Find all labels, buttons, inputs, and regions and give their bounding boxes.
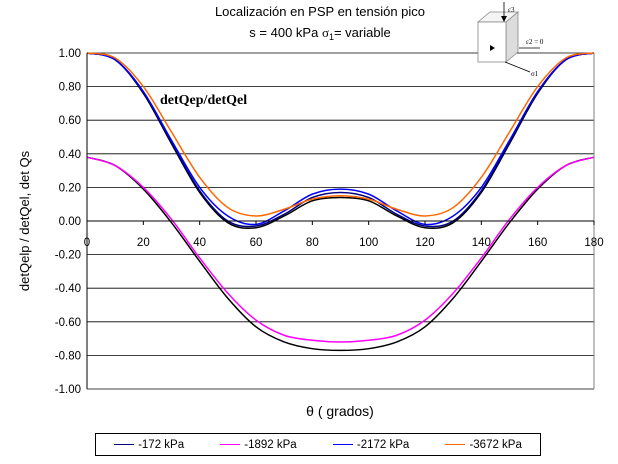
- sigma1-arrowhead: [490, 45, 495, 51]
- x-tick-label: 140: [472, 237, 491, 249]
- legend-label: -172 kPa: [138, 438, 185, 451]
- legend-item: -172 kPa: [114, 439, 184, 451]
- legend-swatch: [332, 444, 353, 445]
- chart-legend: -172 kPa -1892 kPa -2172 kPa -3672 kPa: [95, 433, 541, 456]
- x-tick-label: 20: [137, 237, 150, 249]
- y-tick-label: 0.00: [59, 216, 81, 228]
- x-tick-label: 40: [193, 237, 206, 249]
- y-tick-label: -0.20: [55, 250, 81, 262]
- x-tick-label: 100: [359, 237, 378, 249]
- y-tick-label: -0.40: [55, 283, 81, 295]
- x-tick-label: 160: [528, 237, 547, 249]
- y-tick-label: 0.40: [59, 149, 81, 161]
- y-tick-label: -1.00: [55, 384, 81, 396]
- epsilon3-arrowhead: [501, 16, 507, 22]
- y-tick-label: 0.80: [59, 82, 81, 94]
- y-axis-label: detQelp / detQel, det Qs: [17, 150, 32, 291]
- title-sub: 1: [329, 32, 334, 42]
- legend-label: -3672 kPa: [469, 438, 522, 451]
- epsilon2-label: ε2 = 0: [526, 38, 544, 46]
- stress-cube-diagram: ε3 ε2 = 0 σ1: [476, 2, 544, 78]
- series-line-172-kPa-kpa: [86, 52, 595, 228]
- legend-label: -2172 kPa: [356, 438, 410, 451]
- legend-item: -3672 kPa: [445, 438, 522, 451]
- title-prefix: s = 400 kPa: [249, 25, 322, 40]
- x-tick-label: 0: [84, 237, 90, 249]
- series-line-1892-kPa-kpa: [86, 156, 595, 343]
- legend-swatch: [114, 444, 135, 445]
- x-tick-label: 180: [584, 237, 603, 249]
- series-layer: [86, 52, 595, 352]
- x-axis-label: θ ( grados): [306, 403, 374, 419]
- epsilon3-label: ε3: [508, 6, 515, 14]
- y-tick-label: -0.80: [55, 350, 81, 362]
- y-tick-label: -0.60: [55, 317, 81, 329]
- chart-title-line1: Localización en PSP en tensión pico: [215, 4, 425, 19]
- sigma1-label: σ1: [531, 70, 539, 78]
- tick-labels: 1.00 0.80 0.60 0.40 0.20 0.00 -0.20 -0.40 -0.60 -…: [55, 48, 604, 396]
- axes: [86, 53, 595, 389]
- chart-title-line2: s = 400 kPa σ1= variable: [249, 25, 390, 42]
- legend-item: -1892 kPa: [220, 438, 297, 451]
- x-tick-label: 80: [306, 237, 319, 249]
- series-line-unlabeled-2: [86, 52, 595, 229]
- legend-swatch: [220, 444, 241, 445]
- y-tick-label: 1.00: [59, 48, 81, 60]
- series-line-3672-kPa-kpa: [86, 52, 595, 217]
- title-suffix: = variable: [334, 25, 391, 40]
- legend-label: -1892 kPa: [244, 438, 297, 451]
- y-tick-label: 0.60: [59, 115, 81, 127]
- title-sigma: σ: [322, 25, 329, 40]
- y-tick-label: 0.20: [59, 182, 81, 194]
- cube-front-face: [477, 21, 507, 63]
- series-line-unlabeled-1: [86, 156, 595, 352]
- legend-item: -2172 kPa: [332, 438, 410, 451]
- sigma1-arrow: [504, 61, 531, 73]
- annotation-label: detQep/detQel: [160, 93, 247, 108]
- legend-swatch: [445, 444, 466, 445]
- series-line-2172-kPa-kpa: [86, 52, 595, 226]
- x-tick-label: 120: [415, 237, 434, 249]
- x-tick-label: 60: [250, 237, 263, 249]
